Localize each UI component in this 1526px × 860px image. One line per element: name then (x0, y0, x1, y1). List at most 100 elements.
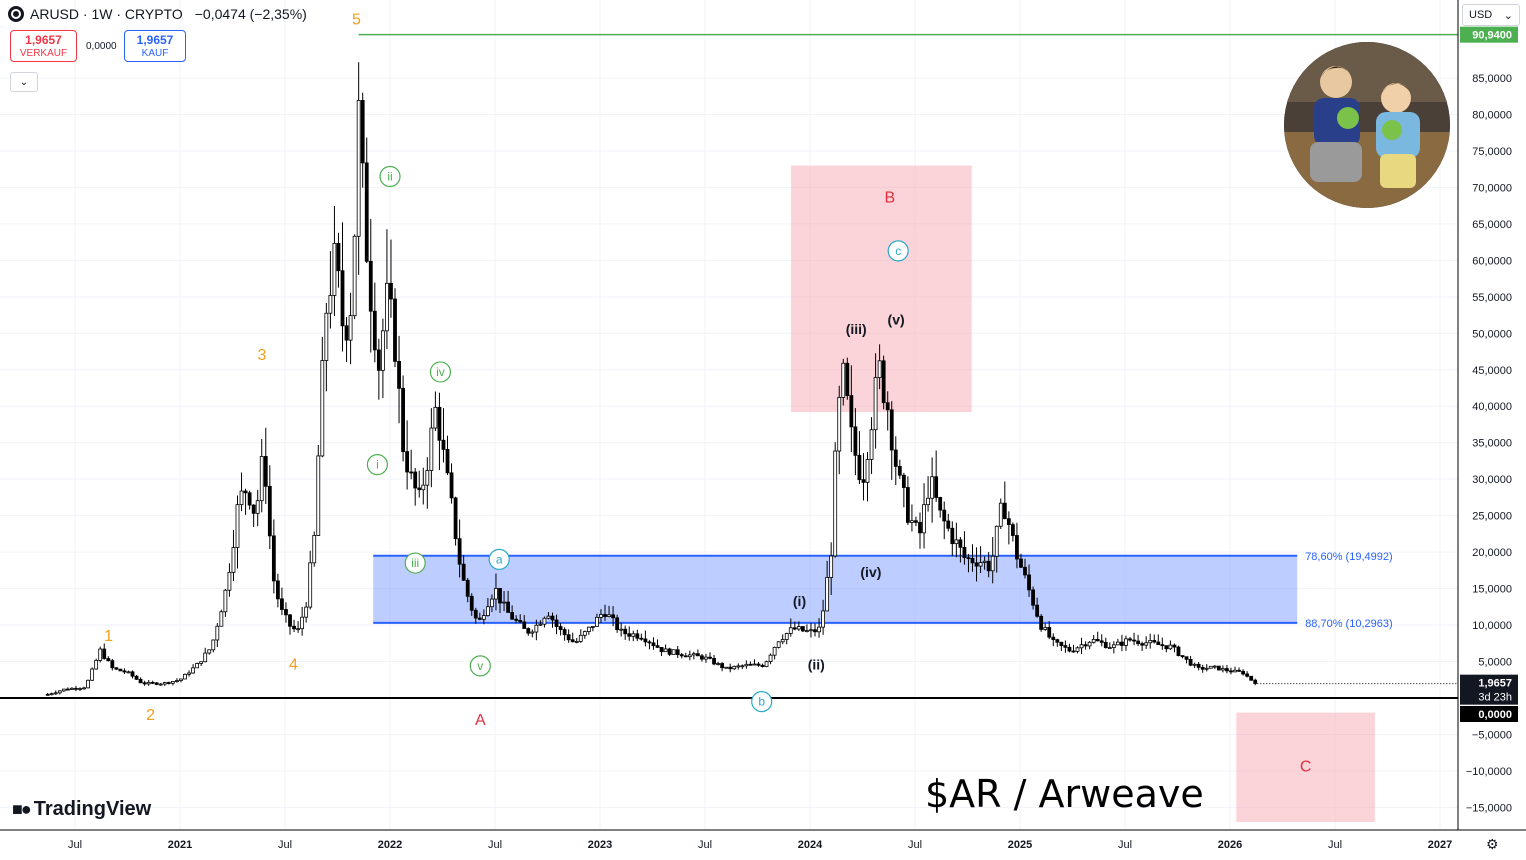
wave-label[interactable]: 2 (146, 707, 155, 724)
fib-level-label[interactable]: 88,70% (10,2963) (1305, 618, 1392, 630)
collapse-chevron-icon[interactable]: ⌄ (10, 72, 38, 92)
candle-body (813, 629, 817, 633)
candle-body (1083, 644, 1088, 647)
time-tick-label: 2025 (1008, 839, 1032, 851)
wave-label[interactable]: a (496, 552, 503, 566)
wave-label[interactable]: (ii) (808, 656, 825, 672)
wave-label[interactable]: 1 (104, 628, 113, 645)
candle-body (94, 659, 99, 670)
candle-body (142, 682, 147, 685)
wave-label[interactable]: (i) (793, 593, 806, 609)
candle-body (873, 377, 878, 431)
candle-body (187, 672, 191, 675)
time-tick-label: 2022 (378, 839, 402, 851)
candle-body (1067, 646, 1072, 652)
horizontal-lines[interactable] (0, 33, 1458, 699)
time-axis[interactable]: Jul 2021 Jul 2022 Jul 2023 Jul 2024 Jul 2025 Jul 20… (0, 829, 1526, 860)
candle-body (1160, 644, 1165, 647)
candle-body (82, 687, 86, 690)
symbol-label[interactable]: ARUSD · 1W · CRYPTO (30, 6, 183, 22)
candle-body (772, 646, 777, 656)
wave-label[interactable]: b (758, 695, 765, 709)
currency-select[interactable]: USD ⌄ (1462, 4, 1520, 26)
candle-body (292, 625, 296, 630)
candle-body (845, 362, 850, 396)
ath-price-tag[interactable] (1460, 26, 1518, 43)
price-tick-label: 85,0000 (1472, 73, 1512, 85)
gear-icon[interactable]: ⚙ (1486, 836, 1499, 852)
candle-body (740, 665, 745, 668)
fib-zone (373, 555, 1298, 623)
wave-label[interactable]: (iv) (860, 564, 881, 580)
candle-body (817, 626, 821, 633)
wave-circle-marker[interactable] (429, 361, 451, 383)
candle-body (203, 652, 208, 663)
current-price-label[interactable]: 1,9657 (1478, 678, 1512, 690)
wave-circle-marker[interactable] (379, 165, 401, 188)
candle-body (304, 606, 309, 618)
wave-target-box[interactable] (1236, 712, 1375, 822)
fib-level-label[interactable]: 78,60% (19,4992) (1305, 551, 1392, 563)
candle-body (328, 295, 333, 314)
wave-circle-marker[interactable] (488, 548, 510, 571)
current-price-tag[interactable] (1460, 674, 1518, 705)
wave-label[interactable]: i (376, 458, 379, 472)
price-tick-label: 30,0000 (1472, 474, 1512, 486)
wave-label[interactable]: A (475, 712, 486, 729)
candle-body (179, 678, 183, 681)
wave-label[interactable]: v (477, 659, 483, 673)
candle-body (195, 663, 200, 669)
candle-body (982, 560, 987, 563)
wave-label[interactable]: 4 (289, 656, 298, 673)
wave-circle-marker[interactable] (404, 552, 426, 574)
candle-body (271, 535, 276, 582)
wave-label[interactable]: B (884, 190, 895, 207)
sell-button[interactable]: 1,9657 VERKAUF (10, 30, 77, 62)
candle-body (970, 557, 975, 564)
wave-label[interactable]: (v) (888, 311, 905, 327)
wave-label[interactable]: iv (436, 365, 445, 379)
zero-price-tag[interactable] (1460, 706, 1518, 722)
candle-body (300, 616, 305, 630)
candle-body (1043, 627, 1048, 630)
chevron-down-icon: ⌄ (1503, 9, 1513, 22)
price-tick-label: −15,0000 (1466, 802, 1512, 814)
candle-body (1006, 518, 1011, 525)
wave-label[interactable]: 5 (352, 12, 361, 29)
candle-body (780, 639, 785, 643)
candle-body (211, 639, 216, 651)
candle-body (897, 466, 902, 476)
candle-body (231, 547, 236, 573)
candle-body (837, 396, 842, 452)
buy-button[interactable]: 1,9657 KAUF (124, 30, 186, 62)
wave-label[interactable]: 3 (257, 347, 266, 364)
candle-body (586, 626, 591, 632)
wave-circle-marker[interactable] (366, 453, 388, 476)
time-tick-label: Jul (488, 839, 502, 851)
wave-label[interactable]: (iii) (846, 321, 867, 337)
wave-label[interactable]: iii (411, 556, 419, 570)
wave-label[interactable]: C (1300, 759, 1312, 776)
fib-retracement-band[interactable]: 78,60% (19,4992) 88,70% (10,2963) (373, 551, 1393, 630)
wave-label[interactable]: c (895, 244, 901, 258)
candle-body (776, 641, 781, 648)
wave-circle-marker[interactable] (469, 655, 491, 677)
candle-body (1115, 641, 1120, 646)
candle-body (498, 588, 502, 604)
price-axis[interactable]: 85,0000 80,0000 75,0000 70,0000 65,0000 60,00… (1457, 0, 1526, 830)
zero-price-label[interactable]: 0,0000 (1478, 709, 1512, 721)
target-boxes[interactable] (791, 165, 1375, 822)
candle-body (966, 557, 971, 560)
candle-body (582, 631, 587, 636)
wave-label[interactable]: ii (387, 169, 392, 183)
ath-price-label[interactable]: 90,9400 (1472, 30, 1512, 42)
candle-body (1015, 535, 1019, 560)
symbol-header[interactable]: ARUSD · 1W · CRYPTO −0,0474 (−2,35%) (8, 6, 307, 22)
candle-body (679, 654, 684, 657)
tradingview-logo[interactable]: ■● TradingView (12, 798, 151, 821)
wave-circle-marker[interactable] (887, 240, 909, 262)
time-tick-label: 2026 (1218, 839, 1242, 851)
wave-circle-marker[interactable] (751, 691, 773, 713)
